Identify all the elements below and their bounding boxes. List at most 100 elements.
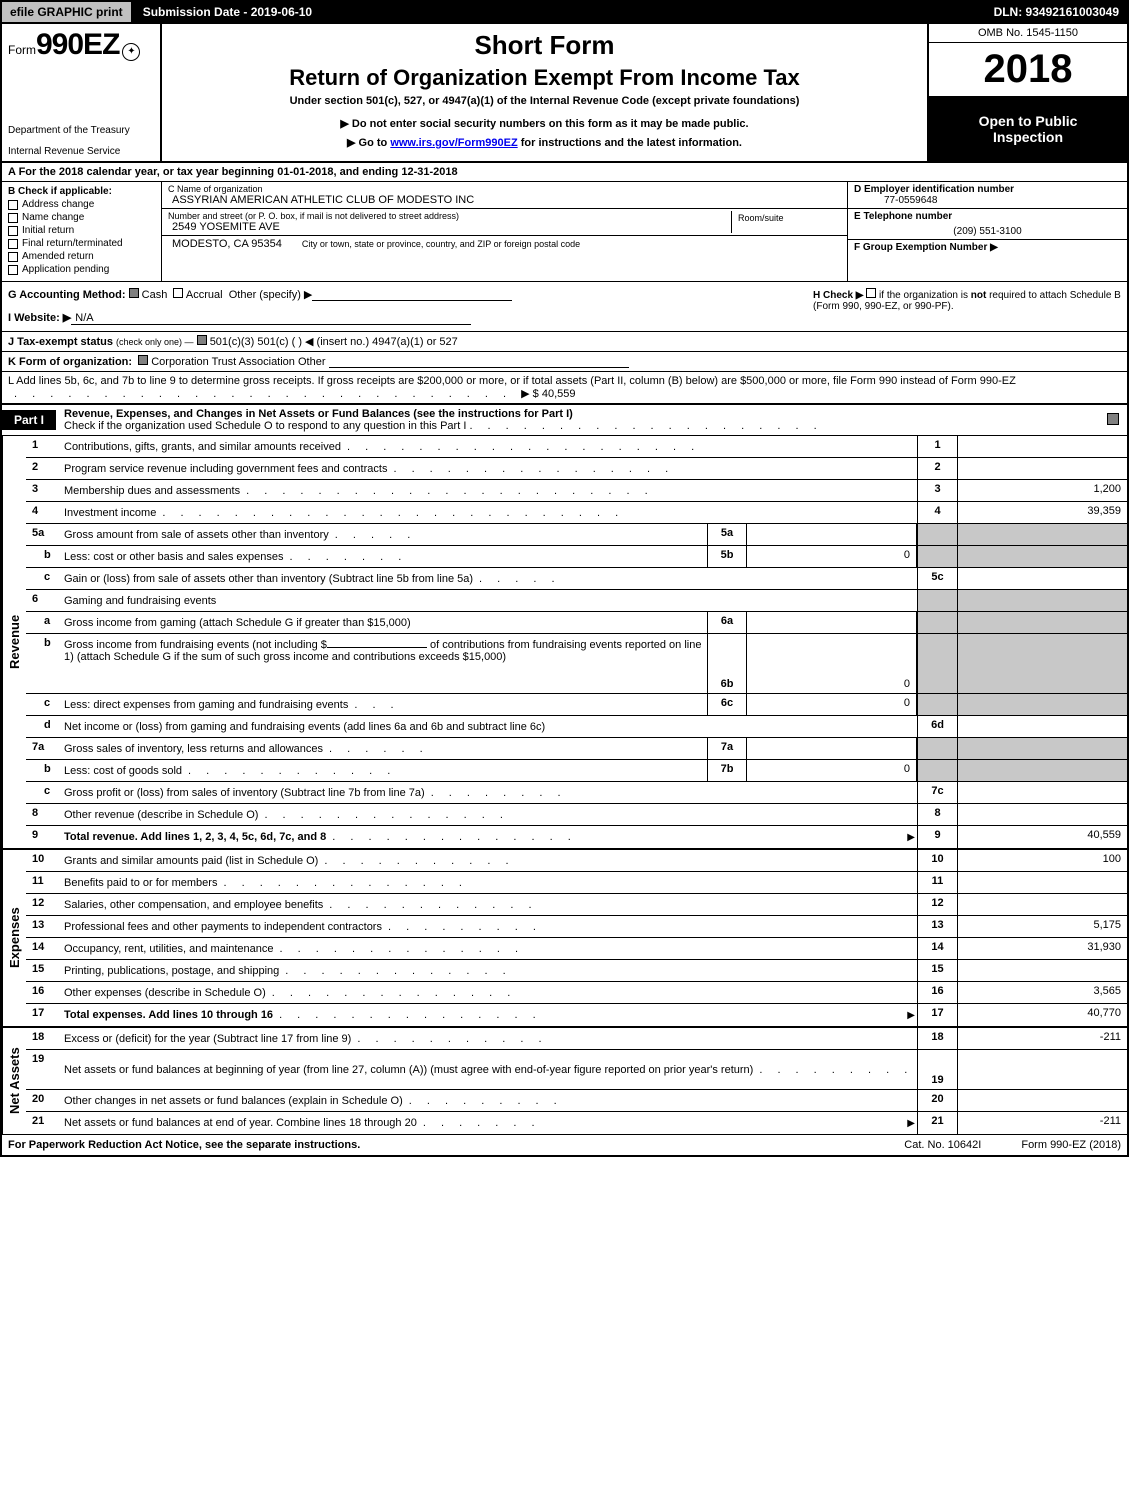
ln19-desc: Net assets or fund balances at beginning… xyxy=(64,1064,753,1076)
j-label: J Tax-exempt status xyxy=(8,336,113,348)
ln5a-desc: Gross amount from sale of assets other t… xyxy=(64,529,329,541)
ln10-desc: Grants and similar amounts paid (list in… xyxy=(64,855,318,867)
omb-number: OMB No. 1545-1150 xyxy=(929,24,1127,43)
g-other-field[interactable] xyxy=(312,289,512,301)
form-body: Form990EZ ✦ Department of the Treasury I… xyxy=(0,24,1129,1157)
form-prefix: Form xyxy=(8,43,36,57)
c-addr-label: Number and street (or P. O. box, if mail… xyxy=(168,211,731,221)
d-ein-value: 77-0559648 xyxy=(884,195,937,206)
header-left: Form990EZ ✦ Department of the Treasury I… xyxy=(2,24,162,161)
ln20-desc: Other changes in net assets or fund bala… xyxy=(64,1095,403,1107)
chk-application-pending[interactable] xyxy=(8,265,18,275)
ln21-rv: -211 xyxy=(957,1112,1127,1134)
ln5b-rshade xyxy=(917,546,957,567)
header-right: OMB No. 1545-1150 2018 Open to Public In… xyxy=(927,24,1127,161)
ln6c-mn: 6c xyxy=(707,694,747,715)
part1-title-text: Revenue, Expenses, and Changes in Net As… xyxy=(64,408,573,420)
goto-pre: ▶ Go to xyxy=(347,137,390,149)
ln6c-mv: 0 xyxy=(747,694,917,715)
ln5c-rn: 5c xyxy=(917,568,957,589)
b-column: B Check if applicable: Address change Na… xyxy=(2,182,162,281)
ln11-rn: 11 xyxy=(917,872,957,893)
ln15-num: 15 xyxy=(26,960,62,981)
ln17-num: 17 xyxy=(26,1004,62,1026)
part1-checkbox[interactable] xyxy=(1107,413,1119,425)
b-item-4: Amended return xyxy=(22,251,94,262)
ln6-num: 6 xyxy=(26,590,62,611)
open-public-1: Open to Public xyxy=(933,113,1123,129)
k-other-field[interactable] xyxy=(329,356,629,368)
chk-final-return[interactable] xyxy=(8,239,18,249)
expenses-side-label: Expenses xyxy=(2,850,26,1026)
ln17-rv: 40,770 xyxy=(957,1004,1127,1026)
chk-address-change[interactable] xyxy=(8,200,18,210)
ln6d-rv xyxy=(957,716,1127,737)
goto-post: for instructions and the latest informat… xyxy=(518,137,742,149)
bcd-block: B Check if applicable: Address change Na… xyxy=(2,182,1127,282)
ln6a-mn: 6a xyxy=(707,612,747,633)
line-a: A For the 2018 calendar year, or tax yea… xyxy=(2,163,1127,182)
ln6b-num: b xyxy=(26,634,62,693)
chk-h[interactable] xyxy=(866,288,876,298)
form-number: 990EZ xyxy=(36,28,119,61)
arrow-icon-17: ▶ xyxy=(907,1010,915,1021)
ln21-num: 21 xyxy=(26,1112,62,1134)
ln5a-num: 5a xyxy=(26,524,62,545)
ln7b-rshade xyxy=(917,760,957,781)
ln6c-rshade xyxy=(917,694,957,715)
g-accrual: Accrual xyxy=(186,289,223,301)
dept-treasury: Department of the Treasury xyxy=(8,125,154,136)
irs-link[interactable]: www.irs.gov/Form990EZ xyxy=(390,137,517,149)
line-l: L Add lines 5b, 6c, and 7b to line 9 to … xyxy=(2,372,1127,405)
goto-line: ▶ Go to www.irs.gov/Form990EZ for instru… xyxy=(172,136,917,149)
revenue-section: Revenue 1Contributions, gifts, grants, a… xyxy=(2,436,1127,850)
chk-501c3[interactable] xyxy=(197,335,207,345)
ln19-rn: 19 xyxy=(917,1050,957,1089)
ln7a-num: 7a xyxy=(26,738,62,759)
chk-initial-return[interactable] xyxy=(8,226,18,236)
chk-corp[interactable] xyxy=(138,355,148,365)
ln3-num: 3 xyxy=(26,480,62,501)
ln16-rv: 3,565 xyxy=(957,982,1127,1003)
subtitle: Under section 501(c), 527, or 4947(a)(1)… xyxy=(172,95,917,107)
b-item-5: Application pending xyxy=(22,264,109,275)
form-header: Form990EZ ✦ Department of the Treasury I… xyxy=(2,24,1127,163)
gh-row: G Accounting Method: Cash Accrual Other … xyxy=(2,282,1127,332)
d-column: D Employer identification number 77-0559… xyxy=(847,182,1127,281)
c-city-label: City or town, state or province, country… xyxy=(302,239,580,249)
ln5b-mv: 0 xyxy=(747,546,917,567)
chk-name-change[interactable] xyxy=(8,213,18,223)
efile-print-button[interactable]: efile GRAPHIC print xyxy=(2,2,133,22)
ln6b-blank[interactable] xyxy=(327,637,427,648)
c-name-label: C Name of organization xyxy=(168,184,841,194)
d-ein-label: D Employer identification number xyxy=(854,184,1014,195)
ln16-rn: 16 xyxy=(917,982,957,1003)
chk-cash[interactable] xyxy=(129,288,139,298)
ln10-num: 10 xyxy=(26,850,62,871)
ln15-rv xyxy=(957,960,1127,981)
b-title: B Check if applicable: xyxy=(8,186,112,197)
line-j: J Tax-exempt status (check only one) — 5… xyxy=(2,332,1127,352)
ln7c-num: c xyxy=(26,782,62,803)
ln18-num: 18 xyxy=(26,1028,62,1049)
ln1-desc: Contributions, gifts, grants, and simila… xyxy=(64,441,341,453)
g-column: G Accounting Method: Cash Accrual Other … xyxy=(2,282,807,331)
l-text: L Add lines 5b, 6c, and 7b to line 9 to … xyxy=(8,375,1016,387)
ln7a-rshade xyxy=(917,738,957,759)
ln20-rn: 20 xyxy=(917,1090,957,1111)
ln9-num: 9 xyxy=(26,826,62,848)
chk-accrual[interactable] xyxy=(173,288,183,298)
l-amount: ▶ $ 40,559 xyxy=(521,388,575,400)
ln16-desc: Other expenses (describe in Schedule O) xyxy=(64,987,266,999)
ln7b-mv: 0 xyxy=(747,760,917,781)
top-bar: efile GRAPHIC print Submission Date - 20… xyxy=(0,0,1129,24)
netassets-side-label: Net Assets xyxy=(2,1028,26,1134)
b-item-1: Name change xyxy=(22,212,84,223)
chk-amended-return[interactable] xyxy=(8,252,18,262)
c-name-value: ASSYRIAN AMERICAN ATHLETIC CLUB OF MODES… xyxy=(172,194,841,206)
ln19-num: 19 xyxy=(26,1050,62,1089)
e-tel-value: (209) 551-3100 xyxy=(854,226,1121,237)
short-form-title: Short Form xyxy=(172,30,917,61)
ln7b-desc: Less: cost of goods sold xyxy=(64,765,182,777)
ln16-num: 16 xyxy=(26,982,62,1003)
